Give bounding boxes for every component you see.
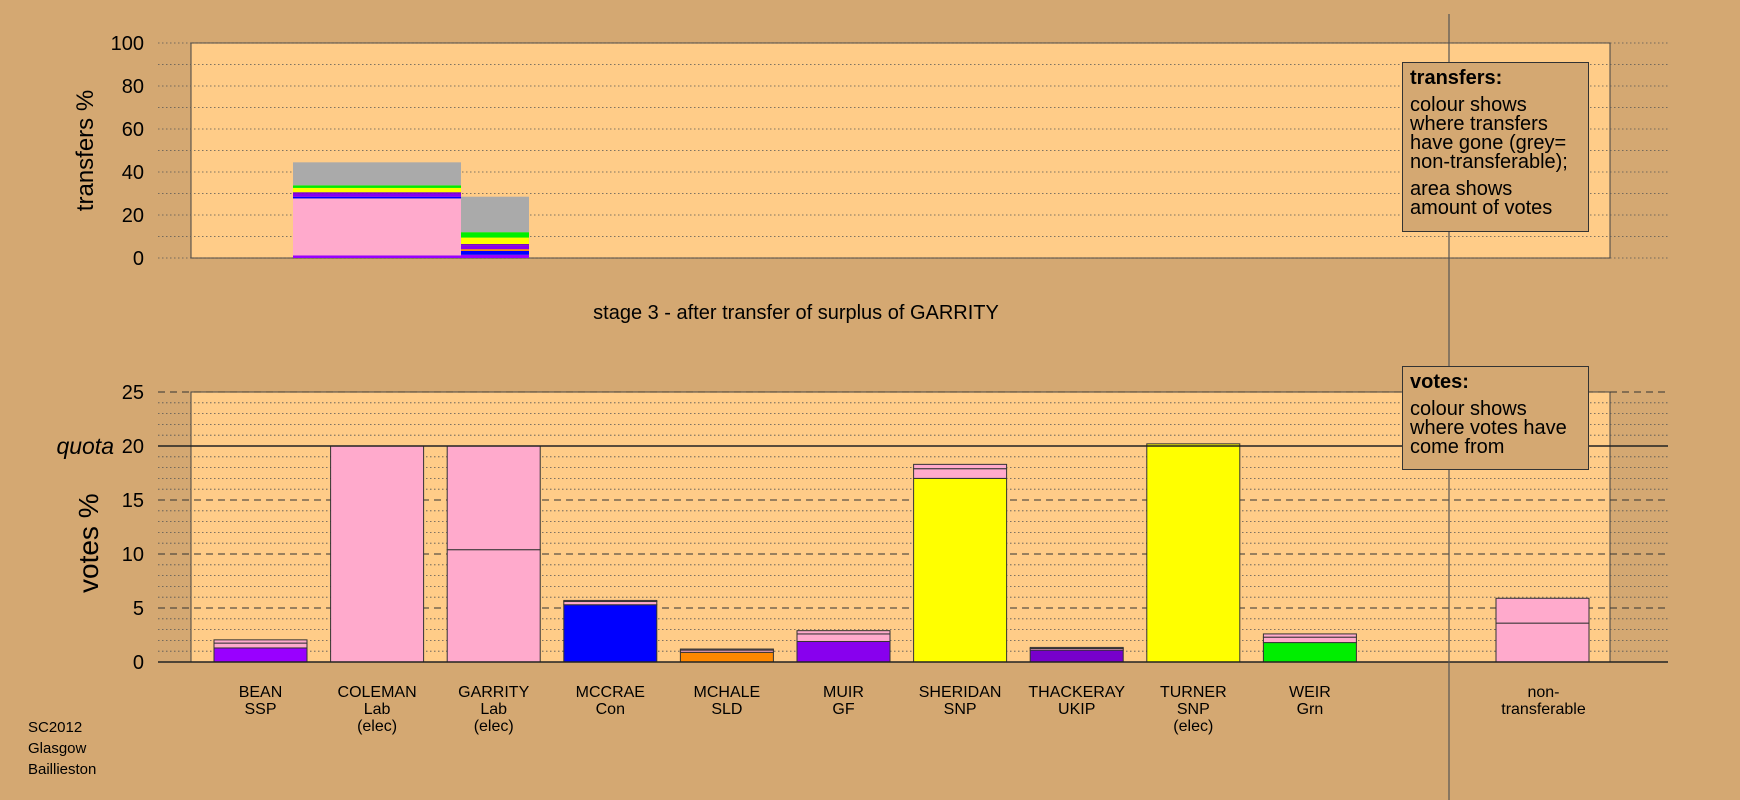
vote-segment-mccrae-from-mccrae [563, 604, 658, 663]
transfers-y-tick-label: 40 [122, 162, 144, 184]
vote-segment-muir-from-coleman [796, 633, 891, 642]
transfer-segment-coleman-to-mccrae [293, 196, 461, 199]
votes-y-tick-label: 5 [133, 598, 144, 620]
vote-segment-garrity-from-coleman [446, 445, 541, 551]
votes-y-tick-label: 10 [122, 544, 144, 566]
candidate-elected-label: (elec) [1173, 718, 1213, 735]
vote-segment-non-transferable-from-garrity [1495, 597, 1590, 624]
non-transferable-label: transferable [1501, 701, 1586, 718]
candidate-name-label: TURNER [1160, 684, 1227, 701]
candidate-name-label: MUIR [823, 684, 864, 701]
vote-segment-sheridan-from-sheridan [913, 477, 1008, 663]
transfers-y-axis-title: transfers % [72, 90, 99, 211]
footer-council: Glasgow [28, 740, 87, 757]
transfer-segment-coleman-to-garrity [293, 198, 461, 256]
votes-y-tick-label: 15 [122, 490, 144, 512]
stage-title: stage 3 - after transfer of surplus of G… [593, 302, 999, 324]
candidate-elected-label: (elec) [474, 718, 514, 735]
candidate-name-label: WEIR [1289, 684, 1331, 701]
transfers-legend-colour-text: colour shows where transfers have gone (… [1410, 94, 1568, 173]
votes-y-tick-label: 0 [133, 652, 144, 674]
transfer-segment-garrity-to-sheridan [461, 237, 529, 245]
vote-segment-weir-from-garrity [1262, 633, 1357, 638]
candidate-party-label: SNP [944, 701, 977, 718]
vote-segment-weir-from-coleman [1262, 636, 1357, 644]
vote-segment-muir-from-garrity [796, 630, 891, 635]
transfers-legend-title: transfers: [1410, 67, 1503, 89]
quota-label: quota [56, 433, 114, 459]
transfer-segment-garrity-to-bean [461, 254, 529, 258]
vote-segment-muir-from-muir [796, 640, 891, 663]
transfers-y-tick-label: 80 [122, 76, 144, 98]
transfers-y-tick-label: 60 [122, 119, 144, 141]
candidate-name-label: GARRITY [458, 684, 529, 701]
footer-year: SC2012 [28, 719, 83, 736]
candidate-party-label: Grn [1297, 701, 1324, 718]
transfers-legend-area-text: area shows amount of votes [1410, 178, 1553, 219]
votes-plot-area [190, 391, 1611, 663]
vote-segment-thackeray-from-thackeray [1029, 649, 1124, 663]
candidate-party-label: UKIP [1058, 701, 1095, 718]
candidate-name-label: BEAN [239, 684, 283, 701]
transfer-segment-coleman-to-weir [293, 185, 461, 188]
candidate-party-label: SSP [244, 701, 276, 718]
candidate-party-label: Con [596, 701, 625, 718]
vote-segment-non-transferable-from-coleman [1495, 622, 1590, 663]
vote-segment-mchale-from-mchale [679, 651, 774, 663]
votes-legend-colour-text: colour shows where votes have come from [1410, 398, 1567, 458]
vote-segment-garrity-from-garrity [446, 549, 541, 663]
non-transferable-label: non- [1527, 684, 1559, 701]
votes-y-tick-label: 25 [122, 382, 144, 404]
candidate-party-label: SNP [1177, 701, 1210, 718]
candidate-name-label: MCCRAE [576, 684, 645, 701]
transfer-segment-garrity-to-non-transferable [461, 196, 529, 233]
transfers-legend: transfers: colour shows where transfers … [1402, 62, 1589, 232]
candidate-party-label: Lab [480, 701, 507, 718]
transfers-y-tick-label: 20 [122, 205, 144, 227]
candidate-elected-label: (elec) [357, 718, 397, 735]
candidate-party-label: Lab [364, 701, 391, 718]
vote-segment-sheridan-from-garrity [913, 463, 1008, 470]
transfer-segment-coleman-to-bean [293, 255, 461, 258]
votes-legend: votes: colour shows where votes have com… [1402, 366, 1589, 470]
candidate-party-label: GF [832, 701, 854, 718]
transfer-segment-garrity-to-weir [461, 232, 529, 238]
vote-segment-mchale-from-garrity [679, 648, 774, 651]
candidate-name-label: THACKERAY [1028, 684, 1125, 701]
vote-segment-bean-from-coleman [213, 642, 308, 649]
vote-segment-turner-from-turner [1146, 443, 1241, 663]
vote-segment-thackeray-from-garrity [1029, 646, 1124, 649]
vote-segment-weir-from-weir [1262, 642, 1357, 663]
votes-y-axis-title: votes % [73, 493, 104, 593]
vote-segment-bean-from-bean [213, 647, 308, 663]
transfer-segment-garrity-to-mchale [461, 249, 529, 251]
vote-segment-bean-from-garrity [213, 639, 308, 644]
transfer-segment-garrity-to-thackeray [461, 244, 529, 246]
candidate-name-label: MCHALE [694, 684, 761, 701]
transfers-y-tick-label: 0 [133, 248, 144, 270]
votes-legend-title: votes: [1410, 371, 1469, 393]
transfer-segment-coleman-to-thackeray [293, 192, 461, 194]
transfer-segment-garrity-to-muir [461, 245, 529, 250]
transfer-segment-coleman-to-muir [293, 193, 461, 197]
transfer-segment-garrity-to-mccrae [461, 250, 529, 255]
candidate-party-label: SLD [711, 701, 742, 718]
transfers-y-tick-label: 100 [111, 33, 144, 55]
votes-y-tick-label: 20 [122, 436, 144, 458]
vote-segment-sheridan-from-coleman [913, 468, 1008, 479]
vote-segment-coleman-from-coleman [330, 445, 425, 663]
vote-segment-mccrae-from-garrity [563, 599, 658, 603]
transfer-segment-coleman-to-non-transferable [293, 162, 461, 186]
candidate-name-label: COLEMAN [338, 684, 417, 701]
transfer-segment-coleman-to-sheridan [293, 187, 461, 193]
candidate-name-label: SHERIDAN [919, 684, 1002, 701]
footer-ward: Baillieston [28, 761, 97, 778]
